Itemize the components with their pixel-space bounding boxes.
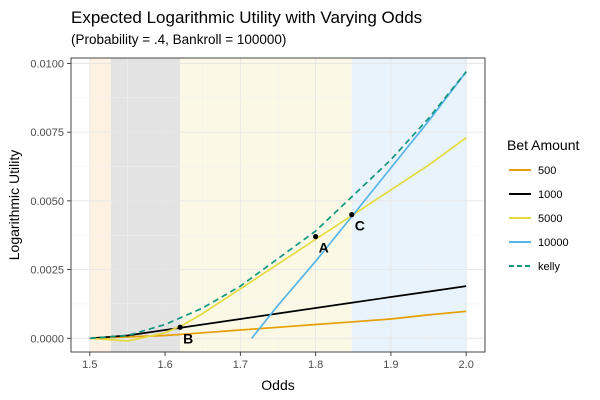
annotation-point-C [349, 212, 355, 218]
series-line-kelly [89, 71, 467, 340]
x-tick-label: 1.6 [157, 359, 172, 371]
y-tick-label: 0.0100 [30, 58, 64, 70]
annotation-label-B: B [183, 330, 193, 346]
legend-title: Bet Amount [507, 137, 579, 153]
x-axis-title: Odds [261, 377, 294, 393]
annotation-point-B [177, 324, 183, 330]
legend-label-10000: 10000 [538, 237, 569, 249]
y-tick-label: 0.0025 [30, 265, 64, 277]
y-tick-label: 0.0000 [30, 333, 64, 345]
chart-subtitle: (Probability = .4, Bankroll = 100000) [71, 32, 287, 47]
shaded-region-0 [89, 58, 111, 352]
y-axis-title: Logarithmic Utility [6, 150, 22, 260]
shaded-region-3 [351, 58, 467, 352]
legend-label-1000: 1000 [538, 189, 562, 201]
annotation-label-C: C [355, 218, 365, 234]
series-line-1000 [89, 285, 467, 340]
x-tick-label: 1.8 [308, 359, 323, 371]
series-line-5000 [89, 137, 467, 342]
shaded-region-1 [110, 58, 181, 352]
chart-title: Expected Logarithmic Utility with Varyin… [71, 8, 423, 27]
y-tick-label: 0.0050 [30, 196, 64, 208]
legend-label-kelly: kelly [538, 261, 561, 273]
plot-border [70, 57, 486, 353]
x-tick-label: 1.7 [233, 359, 248, 371]
x-tick-label: 1.9 [383, 359, 398, 371]
annotation-point-A [313, 233, 319, 240]
y-tick-label: 0.0075 [30, 127, 64, 139]
x-tick-label: 1.5 [82, 359, 97, 371]
legend-label-5000: 5000 [538, 213, 562, 225]
x-tick-label: 2.0 [459, 359, 474, 371]
shaded-region-2 [180, 58, 352, 352]
annotation-label-A: A [319, 240, 329, 256]
legend-label-500: 500 [538, 165, 556, 177]
